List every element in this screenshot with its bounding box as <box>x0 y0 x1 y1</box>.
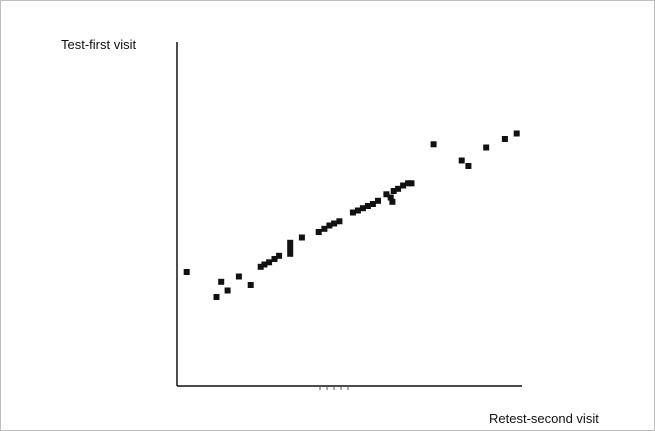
data-point <box>387 194 394 201</box>
data-point <box>287 245 294 252</box>
x-axis-tick-marks <box>319 387 349 390</box>
data-point <box>257 263 264 270</box>
data-point <box>364 203 371 209</box>
data-point <box>336 218 343 225</box>
data-point <box>213 294 220 300</box>
data-point <box>276 252 283 259</box>
data-point <box>349 209 356 216</box>
y-axis-label: Test-first visit <box>61 37 137 52</box>
data-point <box>395 185 402 192</box>
data-point <box>383 191 390 198</box>
data-point <box>331 220 338 227</box>
data-point <box>389 198 396 205</box>
data-point <box>224 287 231 294</box>
data-point <box>408 180 415 187</box>
data-point <box>405 180 412 187</box>
data-point <box>501 136 508 142</box>
data-point <box>458 157 465 164</box>
x-axis-label: Retest-second visit <box>489 411 599 426</box>
data-point <box>375 197 381 204</box>
data-point <box>400 182 407 189</box>
data-point <box>298 234 305 241</box>
data-point <box>218 278 225 285</box>
data-point <box>321 225 328 232</box>
data-point <box>354 207 361 214</box>
data-point <box>235 273 242 280</box>
data-point <box>465 163 472 169</box>
data-point <box>271 256 278 262</box>
data-point <box>513 130 520 137</box>
data-point <box>247 282 254 288</box>
data-point <box>315 229 322 235</box>
data-point <box>369 201 376 207</box>
data-point <box>287 239 294 246</box>
data-point <box>483 144 490 151</box>
data-points <box>183 130 520 300</box>
data-point <box>183 269 190 275</box>
data-point <box>261 261 268 268</box>
data-point <box>266 259 273 266</box>
data-point <box>287 250 294 257</box>
data-point <box>390 188 397 194</box>
data-point <box>359 205 366 212</box>
data-point <box>326 222 333 229</box>
data-point <box>430 141 437 148</box>
